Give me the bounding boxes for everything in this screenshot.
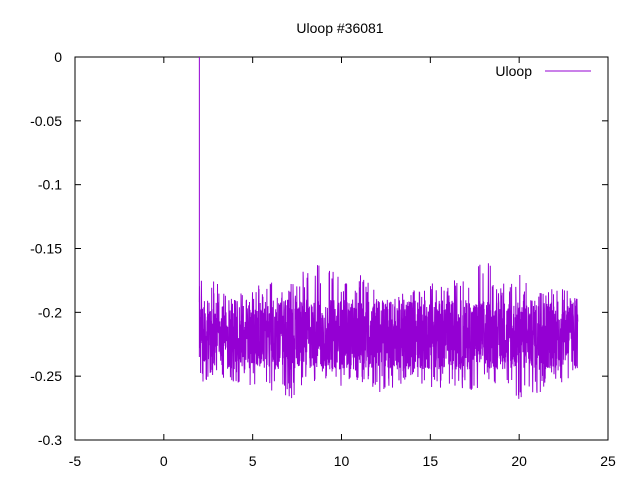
- legend-label-uloop: Uloop: [495, 63, 532, 79]
- y-tick-label: -0.25: [30, 368, 62, 384]
- x-tick-label: 0: [160, 453, 168, 469]
- chart-title: Uloop #36081: [296, 20, 383, 36]
- legend: Uloop: [495, 63, 591, 79]
- x-tick-label: -5: [69, 453, 82, 469]
- y-tick-label: -0.3: [38, 432, 62, 448]
- y-tick-label: -0.15: [30, 241, 62, 257]
- y-tick-label: 0: [54, 49, 62, 65]
- series-uloop: [198, 57, 579, 399]
- x-tick-label: 25: [600, 453, 616, 469]
- y-tick-label: -0.05: [30, 113, 62, 129]
- series-uloop-line: [198, 263, 579, 399]
- x-tick-label: 20: [511, 453, 527, 469]
- y-tick-label: -0.2: [38, 304, 62, 320]
- y-tick-label: -0.1: [38, 177, 62, 193]
- x-tick-label: 5: [249, 453, 257, 469]
- y-axis: 0 -0.05 -0.1 -0.15 -0.2 -0.25 -0.3: [30, 49, 608, 448]
- x-tick-label: 15: [423, 453, 439, 469]
- x-axis: -5 0 5 10 15 20 25: [69, 57, 616, 469]
- x-tick-label: 10: [334, 453, 350, 469]
